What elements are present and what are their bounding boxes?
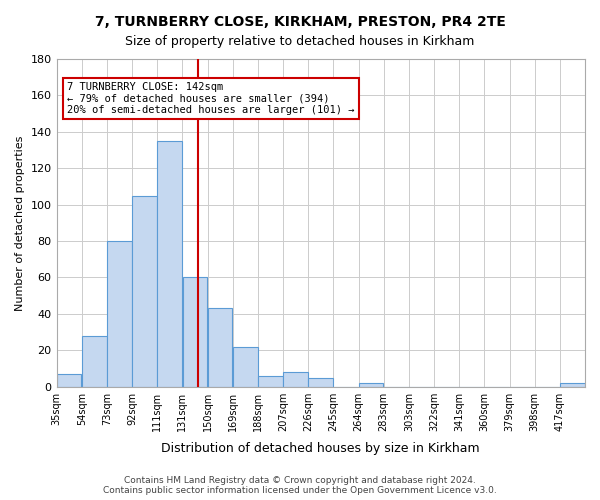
Bar <box>182 278 207 386</box>
Bar <box>107 241 132 386</box>
Text: Size of property relative to detached houses in Kirkham: Size of property relative to detached ho… <box>125 35 475 48</box>
Y-axis label: Number of detached properties: Number of detached properties <box>15 135 25 310</box>
Bar <box>359 383 383 386</box>
Bar <box>157 141 182 386</box>
Bar <box>560 383 585 386</box>
Bar <box>258 376 283 386</box>
Bar <box>308 378 333 386</box>
Bar <box>57 374 82 386</box>
Bar <box>208 308 232 386</box>
Text: 7 TURNBERRY CLOSE: 142sqm
← 79% of detached houses are smaller (394)
20% of semi: 7 TURNBERRY CLOSE: 142sqm ← 79% of detac… <box>67 82 355 115</box>
Bar <box>283 372 308 386</box>
Bar <box>132 196 157 386</box>
Bar <box>82 336 107 386</box>
X-axis label: Distribution of detached houses by size in Kirkham: Distribution of detached houses by size … <box>161 442 480 455</box>
Text: Contains HM Land Registry data © Crown copyright and database right 2024.
Contai: Contains HM Land Registry data © Crown c… <box>103 476 497 495</box>
Bar <box>233 346 257 387</box>
Text: 7, TURNBERRY CLOSE, KIRKHAM, PRESTON, PR4 2TE: 7, TURNBERRY CLOSE, KIRKHAM, PRESTON, PR… <box>95 15 505 29</box>
